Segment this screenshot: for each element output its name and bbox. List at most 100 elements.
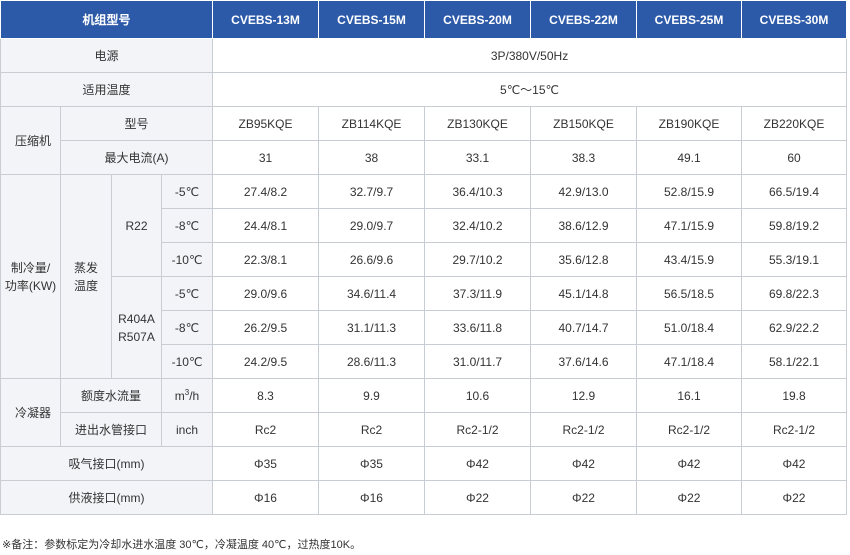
- cooling-value: 32.4/10.2: [424, 208, 532, 243]
- suction-value: Φ42: [636, 446, 743, 481]
- cooling-value: 69.8/22.3: [741, 276, 848, 311]
- compressor-current: 31: [212, 140, 320, 175]
- header-row: 机组型号 CVEBS-13M CVEBS-15M CVEBS-20M CVEBS…: [0, 0, 848, 39]
- cooling-group-line1: 制冷量/: [10, 260, 51, 275]
- liquid-value: Φ16: [318, 480, 426, 515]
- condenser-pipe: Rc2-1/2: [636, 412, 743, 447]
- cooling-value: 22.3/8.1: [212, 242, 320, 277]
- refrigerant-r404a: R404A: [118, 311, 155, 326]
- cooling-value: 28.6/11.3: [318, 344, 426, 379]
- condenser-flow-label: 额度水流量: [60, 378, 162, 413]
- condenser-flow: 9.9: [318, 378, 426, 413]
- compressor-model: ZB150KQE: [530, 106, 638, 141]
- model-header: CVEBS-25M: [636, 0, 743, 39]
- evap-temp: -8℃: [160, 310, 214, 345]
- liquid-row: 供液接口(mm) Φ16 Φ16 Φ22 Φ22 Φ22 Φ22: [0, 480, 848, 515]
- power-label: 电源: [0, 38, 214, 73]
- condenser-flow: 16.1: [636, 378, 743, 413]
- compressor-current: 38: [318, 140, 426, 175]
- condenser-flow: 10.6: [424, 378, 532, 413]
- temp-label: 适用温度: [0, 72, 214, 107]
- condenser-flow-unit: m3/h: [160, 378, 214, 413]
- flow-unit-sup: 3: [184, 387, 190, 397]
- liquid-value: Φ22: [424, 480, 532, 515]
- cooling-value: 33.6/11.8: [424, 310, 532, 345]
- cooling-value: 31.1/11.3: [318, 310, 426, 345]
- suction-value: Φ42: [530, 446, 638, 481]
- cooling-row-r22-m5: 制冷量/ 功率(KW) 蒸发 温度 R22 -5℃ 27.4/8.2 32.7/…: [0, 174, 848, 379]
- cooling-value: 40.7/14.7: [530, 310, 638, 345]
- cooling-value: 47.1/15.9: [636, 208, 743, 243]
- model-header: CVEBS-22M: [530, 0, 638, 39]
- cooling-value: 37.3/11.9: [424, 276, 532, 311]
- compressor-model: ZB220KQE: [741, 106, 848, 141]
- cooling-value: 26.2/9.5: [212, 310, 320, 345]
- cooling-value: 43.4/15.9: [636, 242, 743, 277]
- cooling-value: 36.4/10.3: [424, 174, 532, 209]
- cooling-row-r404-m8: -8℃ 26.2/9.5 31.1/11.3 33.6/11.8 40.7/14…: [1, 310, 848, 345]
- evap-line1: 蒸发: [73, 260, 98, 275]
- compressor-model: ZB114KQE: [318, 106, 426, 141]
- evap-temp: -10℃: [160, 344, 214, 379]
- cooling-value: 31.0/11.7: [424, 344, 532, 379]
- cooling-value: 34.6/11.4: [318, 276, 426, 311]
- evap-temp: -10℃: [160, 242, 214, 277]
- compressor-current-label: 最大电流(A): [59, 140, 214, 175]
- condenser-pipe: Rc2-1/2: [741, 412, 848, 447]
- compressor-current: 33.1: [424, 140, 532, 175]
- cooling-value: 59.8/19.2: [741, 208, 848, 243]
- condenser-pipe: Rc2-1/2: [424, 412, 532, 447]
- condenser-pipe-label: 进出水管接口: [60, 412, 162, 447]
- cooling-value: 29.7/10.2: [424, 242, 532, 277]
- model-header: CVEBS-13M: [212, 0, 320, 39]
- suction-value: Φ42: [424, 446, 532, 481]
- refrigerant-r507a: R507A: [118, 329, 155, 344]
- condenser-pipe-row: 进出水管接口 inch Rc2 Rc2 Rc2-1/2 Rc2-1/2 Rc2-…: [1, 412, 848, 447]
- compressor-current-row: 最大电流(A) 31 38 33.1 38.3 49.1 60: [1, 140, 848, 175]
- cooling-row-r404-m5: R404A R507A -5℃ 29.0/9.6 34.6/11.4 37.3/…: [1, 276, 848, 379]
- compressor-current: 49.1: [636, 140, 743, 175]
- condenser-flow-row: 冷凝器 额度水流量 m3/h 8.3 9.9 10.6 12.9 16.1 19…: [0, 378, 848, 447]
- compressor-model: ZB190KQE: [636, 106, 743, 141]
- temp-value: 5℃～15℃: [212, 72, 848, 107]
- cooling-value: 29.0/9.6: [212, 276, 320, 311]
- flow-unit-tail: /h: [189, 388, 200, 403]
- liquid-label: 供液接口(mm): [0, 480, 214, 515]
- liquid-value: Φ16: [212, 480, 320, 515]
- footnote: ※备注：参数标定为冷却水进水温度 30℃，冷凝温度 40℃，过热度10K。: [2, 539, 362, 551]
- evap-temp: -8℃: [160, 208, 214, 243]
- flow-unit-base: m: [174, 388, 185, 403]
- power-value: 3P/380V/50Hz: [212, 38, 848, 73]
- cooling-value: 47.1/18.4: [636, 344, 743, 379]
- liquid-value: Φ22: [741, 480, 848, 515]
- liquid-value: Φ22: [530, 480, 638, 515]
- liquid-value: Φ22: [636, 480, 743, 515]
- evap-temp-label: 蒸发 温度: [60, 174, 112, 379]
- evap-line2: 温度: [73, 278, 98, 293]
- suction-value: Φ35: [212, 446, 320, 481]
- compressor-model-label: 型号: [59, 106, 214, 141]
- compressor-model: ZB95KQE: [212, 106, 320, 141]
- cooling-value: 24.2/9.5: [212, 344, 320, 379]
- model-header: CVEBS-20M: [424, 0, 532, 39]
- cooling-value: 66.5/19.4: [741, 174, 848, 209]
- cooling-value: 62.9/22.2: [741, 310, 848, 345]
- evap-temp: -5℃: [160, 174, 214, 209]
- compressor-model-row: 压缩机 型号 ZB95KQE ZB114KQE ZB130KQE ZB150KQ…: [0, 106, 848, 175]
- cooling-value: 52.8/15.9: [636, 174, 743, 209]
- cooling-row-r404-m10: -10℃ 24.2/9.5 28.6/11.3 31.0/11.7 37.6/1…: [1, 344, 848, 379]
- compressor-group-label: 压缩机: [0, 106, 61, 175]
- cooling-row-r22-m10: -10℃ 22.3/8.1 26.6/9.6 29.7/10.2 35.6/12…: [1, 242, 848, 277]
- cooling-value: 27.4/8.2: [212, 174, 320, 209]
- compressor-model: ZB130KQE: [424, 106, 532, 141]
- cooling-value: 35.6/12.8: [530, 242, 638, 277]
- header-title: 机组型号: [0, 0, 214, 39]
- suction-value: Φ35: [318, 446, 426, 481]
- condenser-group-label: 冷凝器: [0, 378, 61, 447]
- model-header: CVEBS-15M: [318, 0, 426, 39]
- condenser-pipe-unit: inch: [160, 412, 214, 447]
- cooling-value: 55.3/19.1: [741, 242, 848, 277]
- cooling-value: 42.9/13.0: [530, 174, 638, 209]
- compressor-current: 38.3: [530, 140, 638, 175]
- refrigerant-r404-label: R404A R507A: [111, 276, 162, 379]
